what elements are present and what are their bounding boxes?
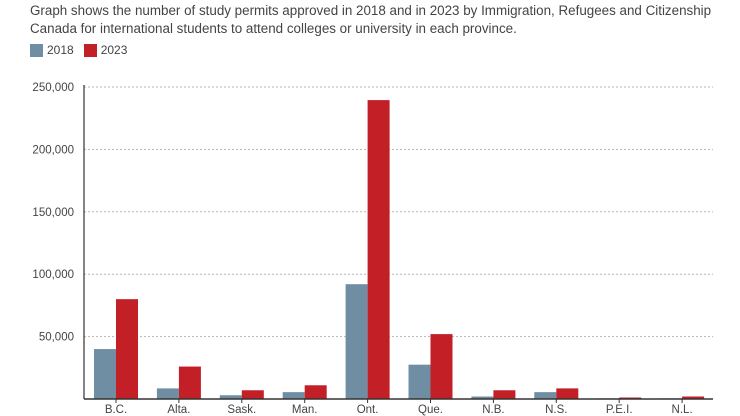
bar-2023-alta — [178, 366, 201, 399]
x-tick-label: N.S. — [545, 404, 567, 416]
bar-2018-sask — [219, 395, 242, 399]
bar-2018-nb — [471, 396, 494, 399]
bar-2023-nl — [682, 396, 705, 399]
y-tick-label: 250,000 — [32, 82, 74, 94]
chart-legend: 2018 2023 — [30, 43, 137, 57]
bar-2023-pei — [619, 397, 642, 399]
bar-2018-bc — [94, 349, 116, 399]
legend-swatch-2018 — [30, 43, 43, 57]
legend-item-2023: 2023 — [83, 43, 128, 57]
bar-2018-alta — [156, 388, 179, 399]
bar-2023-bc — [116, 299, 138, 399]
tick-labels: 50,000 100,000 150,000 200,000 250,000 B.C. Al… — [32, 82, 692, 416]
bar-2018-ont — [345, 284, 368, 399]
y-tick-label: 100,000 — [32, 269, 74, 281]
x-tick-label: Man. — [292, 404, 318, 416]
bars — [94, 100, 705, 399]
y-tick-label: 50,000 — [39, 332, 74, 344]
x-tick-label: Que. — [418, 404, 443, 416]
x-tick-label: Ont. — [357, 404, 379, 416]
legend-swatch-2023 — [83, 43, 97, 57]
bar-2018-que — [408, 364, 431, 399]
x-tick-label: N.L. — [672, 404, 693, 416]
x-tick-label: P.E.I. — [606, 404, 633, 416]
legend-label-2018: 2018 — [47, 43, 74, 57]
y-tick-label: 150,000 — [32, 207, 74, 219]
gridlines — [84, 86, 713, 338]
x-tick-label: N.B. — [482, 404, 504, 416]
bar-2023-ns — [556, 388, 579, 399]
x-tick-label: Sask. — [227, 404, 256, 416]
bar-2023-nb — [493, 390, 516, 399]
legend-label-2023: 2023 — [100, 43, 128, 57]
x-tick-label: Alta. — [167, 404, 190, 416]
bar-2018-man — [282, 392, 305, 399]
axes — [83, 85, 713, 403]
x-tick-label: B.C. — [105, 404, 127, 416]
bar-2023-que — [430, 334, 453, 399]
bar-2023-ont — [367, 100, 390, 399]
chart-caption: Graph shows the number of study permits … — [30, 3, 712, 36]
bar-2023-man — [304, 385, 327, 399]
bar-2023-sask — [241, 390, 264, 399]
legend-item-2018: 2018 — [30, 43, 74, 57]
y-tick-label: 200,000 — [32, 144, 74, 156]
bar-2018-ns — [534, 392, 557, 399]
